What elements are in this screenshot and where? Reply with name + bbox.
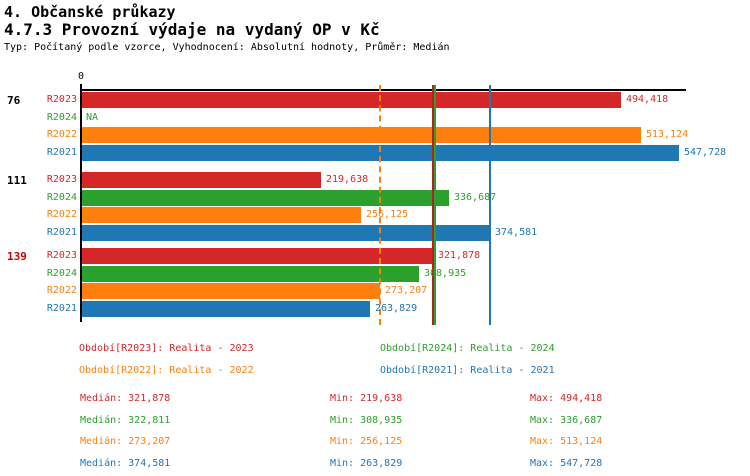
chart: 0 76 R2023 494,418 R2024 NA R2022 513,124 R2021 5… <box>7 71 727 325</box>
bar[interactable] <box>82 207 361 224</box>
row-label-R2021: R2021 <box>46 146 77 158</box>
row-label-R2024: R2024 <box>46 111 77 123</box>
row-label-R2023: R2023 <box>46 94 77 105</box>
median-line-R2023 <box>431 85 434 325</box>
bar-value: 494,418 <box>626 94 669 105</box>
bar-value: 513,124 <box>646 129 689 141</box>
bar[interactable] <box>82 283 380 300</box>
bar-value: 374,581 <box>495 226 538 238</box>
median-line-R2022 <box>378 85 381 325</box>
bar-value: 273,207 <box>385 285 428 297</box>
stat-median-R2024: Medián: 322,811 <box>80 414 171 426</box>
row-label-R2022: R2022 <box>46 129 77 141</box>
bar[interactable] <box>82 92 621 108</box>
stat-max-R2022: Max: 513,124 <box>530 436 603 448</box>
na-label: NA <box>86 111 99 123</box>
row-label-R2023: R2023 <box>46 250 77 261</box>
stat-min-R2023: Min: 219,638 <box>330 393 403 404</box>
bar-value: 336,687 <box>454 191 497 203</box>
bar[interactable] <box>82 172 321 188</box>
stat-min-R2021: Min: 263,829 <box>330 458 403 470</box>
median-line-R2024 <box>434 85 437 325</box>
bar[interactable] <box>82 127 641 144</box>
bar-value: 308,935 <box>424 267 467 279</box>
chart-subtitle: Typ: Počítaný podle vzorce, Vyhodnocení:… <box>4 42 450 53</box>
row-label-R2022: R2022 <box>46 285 77 297</box>
bar-value: 321,878 <box>438 250 481 261</box>
stat-max-R2023: Max: 494,418 <box>530 393 603 404</box>
row-label-R2023: R2023 <box>46 174 77 185</box>
row-label-R2024: R2024 <box>46 267 77 279</box>
x-axis-line <box>80 89 686 91</box>
stat-min-R2024: Min: 308,935 <box>330 414 403 426</box>
group-label[interactable]: 139 <box>7 250 27 263</box>
legend-item: Období[R2023]: Realita - 2023 <box>79 343 254 354</box>
stat-min-R2022: Min: 256,125 <box>330 436 403 448</box>
x-axis-zero-label: 0 <box>78 71 85 82</box>
legend-item: Období[R2024]: Realita - 2024 <box>380 343 555 354</box>
group-label[interactable]: 111 <box>7 174 27 187</box>
bar[interactable] <box>82 189 449 206</box>
row-label-R2022: R2022 <box>46 209 77 221</box>
row-label-R2021: R2021 <box>46 226 77 238</box>
bar-value: 547,728 <box>684 146 727 158</box>
y-axis-line <box>80 84 82 322</box>
legend-item: Období[R2021]: Realita - 2021 <box>380 365 555 376</box>
chart-title: 4.7.3 Provozní výdaje na vydaný OP v Kč <box>4 20 380 39</box>
bar[interactable] <box>82 248 433 264</box>
bar[interactable] <box>82 265 419 282</box>
page-title: 4. Občanské průkazy <box>4 3 176 21</box>
median-line-R2021 <box>489 85 492 325</box>
bar[interactable] <box>82 224 490 241</box>
row-label-R2024: R2024 <box>46 191 77 203</box>
bar-value: 219,638 <box>326 174 369 185</box>
bar-value: 256,125 <box>366 209 409 221</box>
stat-median-R2022: Medián: 273,207 <box>80 436 171 448</box>
legend-item: Období[R2022]: Realita - 2022 <box>79 365 254 376</box>
group-label[interactable]: 76 <box>7 94 21 107</box>
stat-median-R2021: Medián: 374,581 <box>80 458 171 470</box>
row-label-R2021: R2021 <box>46 302 77 314</box>
bar-value: 263,829 <box>375 302 418 314</box>
stat-max-R2021: Max: 547,728 <box>530 458 603 470</box>
stat-max-R2024: Max: 336,687 <box>530 414 603 426</box>
stat-median-R2023: Medián: 321,878 <box>80 393 171 404</box>
bar[interactable] <box>82 300 370 317</box>
